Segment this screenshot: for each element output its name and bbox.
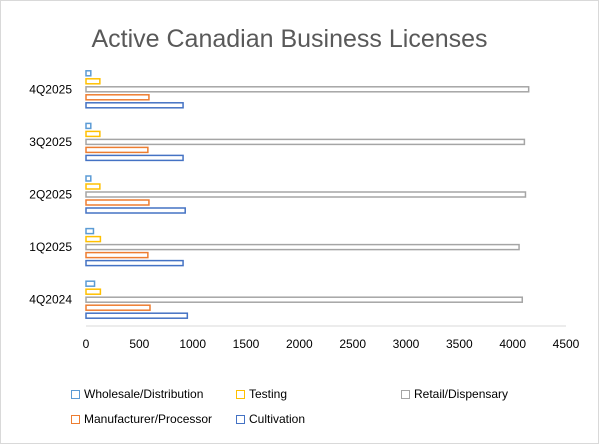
legend-item: Wholesale/Distribution — [71, 387, 203, 401]
bar-wholesale-distribution-1q2025 — [85, 227, 95, 235]
bar-wholesale-distribution-2q2025 — [85, 175, 92, 182]
bar-retail-dispensary-2q2025 — [85, 191, 527, 198]
x-tick-label: 1500 — [233, 337, 260, 351]
legend-swatch — [236, 414, 245, 424]
bar-manufacturer-processor-3q2025 — [85, 146, 149, 154]
legend-label: Cultivation — [249, 412, 306, 426]
legend-label: Retail/Dispensary — [414, 387, 509, 401]
bar-cultivation-4q2025 — [85, 102, 184, 109]
bar-retail-dispensary-4q2025 — [85, 86, 530, 93]
bar-cultivation-2q2025 — [85, 207, 186, 214]
x-tick-label: 1000 — [179, 337, 206, 351]
legend-item: Cultivation — [236, 412, 305, 426]
bar-testing-3q2025 — [85, 130, 101, 138]
legend-item: Retail/Dispensary — [401, 387, 508, 401]
legend-item: Manufacturer/Processor — [71, 412, 212, 426]
y-tick-label: 4Q2024 — [29, 293, 72, 307]
bar-wholesale-distribution-4q2025 — [85, 70, 92, 77]
y-tick-label: 1Q2025 — [29, 240, 72, 254]
legend-swatch — [236, 389, 245, 399]
bar-retail-dispensary-1q2025 — [85, 243, 520, 251]
x-tick-label: 500 — [129, 337, 149, 351]
bar-testing-1q2025 — [85, 235, 102, 243]
bar-testing-4q2025 — [85, 78, 101, 85]
bar-testing-4q2024 — [85, 288, 102, 295]
legend-label: Testing — [249, 387, 288, 401]
bar-retail-dispensary-4q2024 — [85, 296, 524, 303]
x-tick-label: 4000 — [499, 337, 526, 351]
legend-swatch — [71, 414, 80, 424]
y-tick-label: 2Q2025 — [29, 188, 72, 202]
bar-cultivation-1q2025 — [85, 259, 184, 267]
bar-manufacturer-processor-4q2024 — [85, 304, 151, 311]
x-tick-label: 2000 — [286, 337, 313, 351]
x-tick-label: 3500 — [446, 337, 473, 351]
bar-retail-dispensary-3q2025 — [85, 138, 526, 146]
x-tick-label: 4500 — [553, 337, 580, 351]
x-tick-label: 2500 — [339, 337, 366, 351]
x-tick-label: 3000 — [393, 337, 420, 351]
bar-cultivation-3q2025 — [85, 154, 184, 162]
bar-wholesale-distribution-3q2025 — [85, 122, 92, 130]
legend-item: Testing — [236, 387, 287, 401]
y-tick-label: 4Q2025 — [29, 82, 72, 96]
legend-label: Manufacturer/Processor — [84, 412, 213, 426]
bar-wholesale-distribution-4q2024 — [85, 280, 96, 287]
bar-testing-2q2025 — [85, 183, 101, 190]
legend-swatch — [71, 389, 80, 399]
bar-cultivation-4q2024 — [85, 312, 189, 319]
bar-manufacturer-processor-4q2025 — [85, 94, 150, 101]
y-tick-label: 3Q2025 — [29, 135, 72, 149]
bar-manufacturer-processor-2q2025 — [85, 199, 150, 206]
legend-label: Wholesale/Distribution — [84, 387, 204, 401]
chart-title: Active Canadian Business Licenses — [91, 25, 488, 53]
legend-swatch — [401, 389, 410, 399]
bar-manufacturer-processor-1q2025 — [85, 251, 149, 259]
x-tick-label: 0 — [83, 337, 90, 351]
